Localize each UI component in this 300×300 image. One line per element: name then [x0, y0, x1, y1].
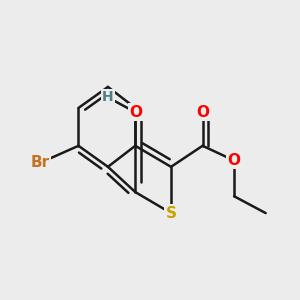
Text: O: O [129, 105, 142, 120]
Text: O: O [228, 153, 241, 168]
Text: Br: Br [31, 155, 50, 170]
Text: O: O [196, 105, 209, 120]
Text: H: H [102, 90, 114, 104]
Text: S: S [166, 206, 176, 220]
